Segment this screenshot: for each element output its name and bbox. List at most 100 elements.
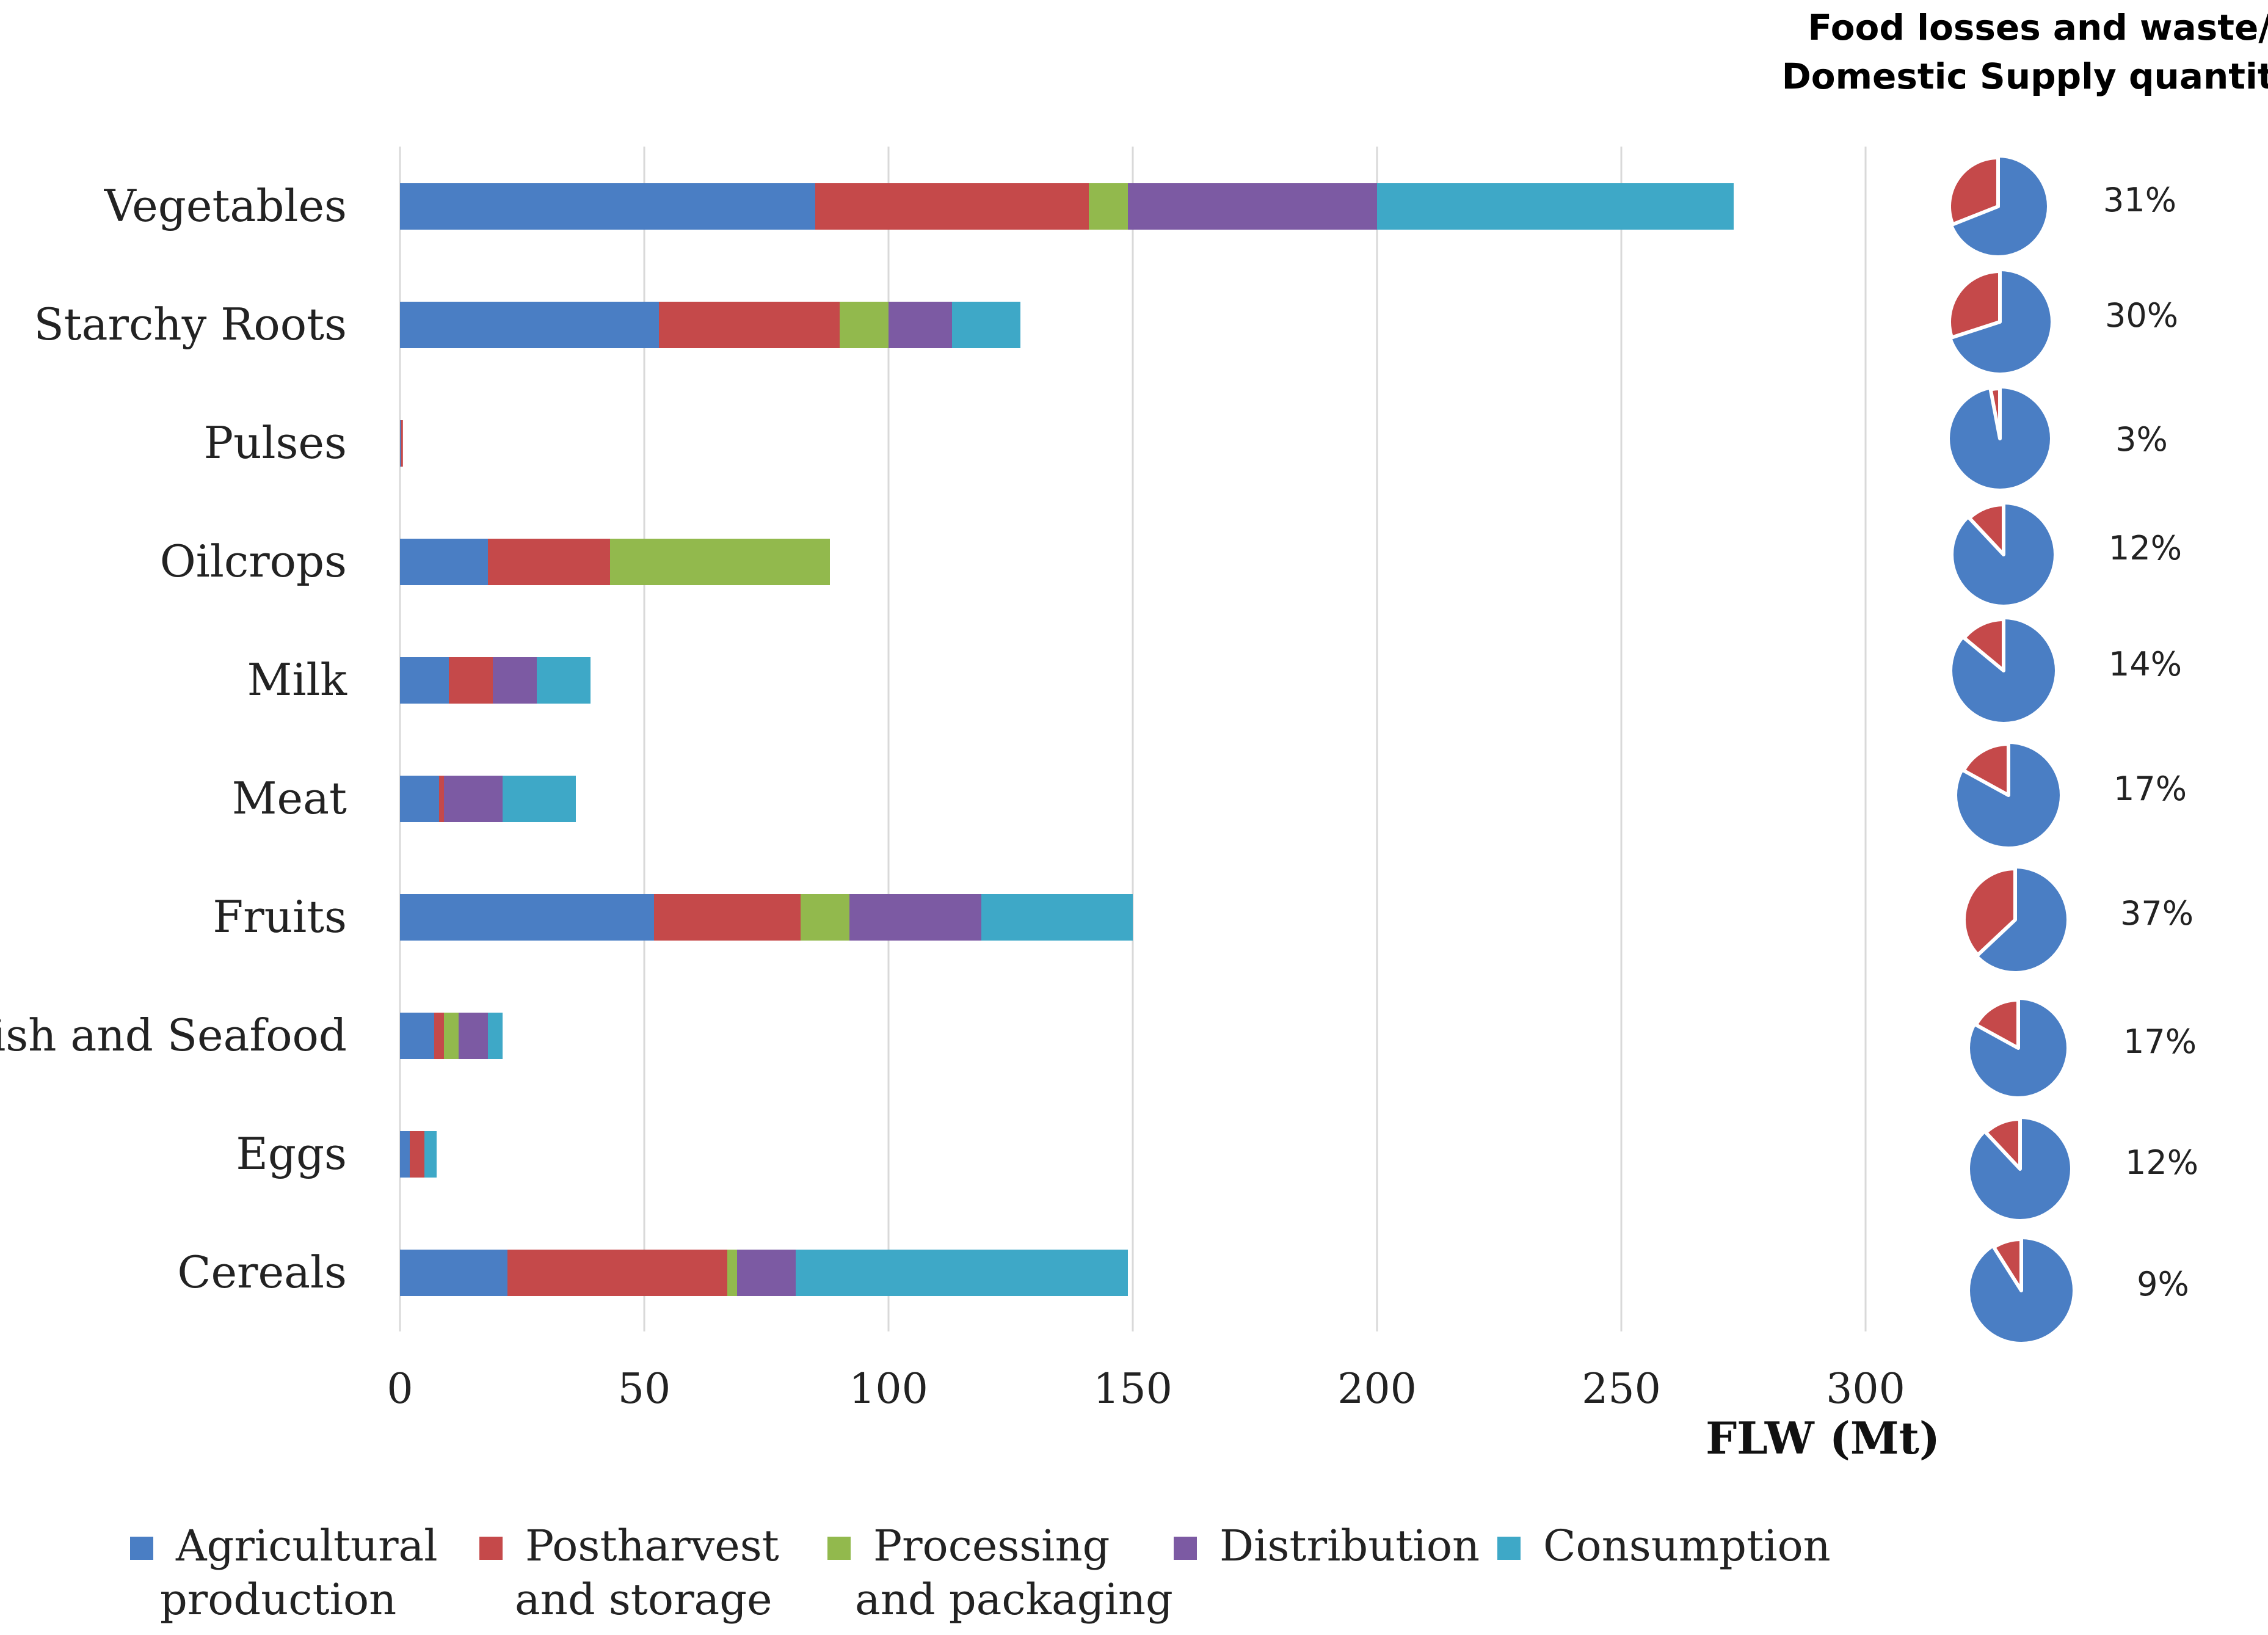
category-label-starchy-roots: Starchy Roots <box>34 299 347 350</box>
bar-fish-and-seafood-distribution <box>459 1013 488 1059</box>
bar-pulses-postharvest-and-storage <box>401 420 403 467</box>
bar-meat-distribution <box>444 776 503 822</box>
category-label-eggs: Eggs <box>236 1128 347 1179</box>
bar-starchy-roots-postharvest-and-storage <box>659 302 840 348</box>
pie-column-title: Food losses and waste/ Domestic Supply q… <box>1782 7 2268 97</box>
pie-pct-milk: 14% <box>2109 645 2182 683</box>
pie-loss-cereals <box>1991 1237 2023 1292</box>
pie-fish-and-seafood <box>1970 998 2066 1096</box>
bar-milk-agricultural-production <box>400 657 449 704</box>
bar-vegetables-agricultural-production <box>400 183 815 230</box>
legend-label-postharvest-and-storage-line-1: Postharvest <box>525 1521 779 1571</box>
pie-pct-vegetables: 31% <box>2103 181 2176 219</box>
bar-fish-and-seafood-processing-and-packaging <box>444 1013 459 1059</box>
pie-oilcrops <box>1954 503 2054 605</box>
bar-fruits-postharvest-and-storage <box>654 894 801 941</box>
x-tick-250: 250 <box>1582 1365 1661 1413</box>
bar-cereals-distribution <box>737 1250 796 1296</box>
bar-milk-consumption <box>537 657 591 704</box>
legend-item-distribution: Distribution <box>1174 1521 1480 1571</box>
pie-pct-cereals: 9% <box>2137 1265 2189 1303</box>
category-label-cereals: Cereals <box>177 1247 347 1298</box>
category-label-oilcrops: Oilcrops <box>160 536 347 587</box>
bar-milk-distribution <box>493 657 537 704</box>
pie-pct-fruits: 37% <box>2120 894 2193 933</box>
x-tick-100: 100 <box>849 1365 928 1413</box>
pie-milk <box>1952 617 2055 722</box>
pie-loss-oilcrops <box>1967 503 2005 556</box>
bar-fish-and-seafood-postharvest-and-storage <box>434 1013 444 1059</box>
legend-swatch-distribution <box>1174 1537 1197 1560</box>
bar-cereals-agricultural-production <box>400 1250 507 1296</box>
pie-starchy-roots <box>1947 269 2051 373</box>
bar-starchy-roots-processing-and-packaging <box>840 302 889 348</box>
legend-item-consumption: Consumption <box>1497 1521 1831 1571</box>
pie-pct-oilcrops: 12% <box>2109 529 2182 567</box>
bar-vegetables-distribution <box>1128 183 1377 230</box>
category-labels: Vegetables Starchy Roots Pulses Oilcrops Mil… <box>0 180 347 1298</box>
legend-swatch-postharvest-and-storage <box>479 1537 503 1560</box>
pie-cereals <box>1970 1237 2073 1342</box>
category-label-fruits: Fruits <box>213 891 347 942</box>
pie-fruits <box>1962 867 2066 971</box>
bar-milk-postharvest-and-storage <box>449 657 493 704</box>
bar-starchy-roots-consumption <box>952 302 1020 348</box>
bar-fish-and-seafood-agricultural-production <box>400 1013 434 1059</box>
x-axis-title: FLW (Mt) <box>1706 1412 1940 1464</box>
legend-label-consumption-line-1: Consumption <box>1543 1521 1831 1571</box>
pie-loss-starchy-roots <box>1947 269 2002 340</box>
bar-vegetables-consumption <box>1377 183 1734 230</box>
category-label-meat: Meat <box>232 773 347 824</box>
bar-fruits-consumption <box>981 894 1133 941</box>
bar-cereals-consumption <box>796 1250 1128 1296</box>
x-tick-200: 200 <box>1337 1365 1417 1413</box>
legend-label-processing-and-packaging-line-2: and packaging <box>855 1575 1173 1625</box>
bar-oilcrops-processing-and-packaging <box>610 539 830 585</box>
legend-label-postharvest-and-storage-line-2: and storage <box>515 1575 772 1625</box>
legend-swatch-processing-and-packaging <box>827 1537 851 1560</box>
legend-label-agricultural-production-line-1: Agricultural <box>175 1521 438 1571</box>
x-tick-300: 300 <box>1826 1365 1905 1413</box>
bar-fruits-distribution <box>849 894 981 941</box>
legend-label-distribution-line-1: Distribution <box>1219 1521 1480 1571</box>
category-label-vegetables: Vegetables <box>104 180 347 231</box>
bars <box>400 183 1734 1296</box>
bar-starchy-roots-agricultural-production <box>400 302 659 348</box>
pie-loss-meat <box>1961 742 2010 797</box>
bar-pulses-agricultural-production <box>400 420 401 467</box>
bar-meat-consumption <box>503 776 576 822</box>
bar-eggs-agricultural-production <box>400 1131 410 1178</box>
legend-swatch-agricultural-production <box>130 1537 153 1560</box>
bar-fruits-processing-and-packaging <box>801 894 849 941</box>
pie-pct-pulses: 3% <box>2115 420 2168 459</box>
pie-pct-meat: 17% <box>2114 770 2187 808</box>
pie-loss-vegetables <box>1947 156 2000 227</box>
bar-eggs-consumption <box>424 1131 437 1178</box>
x-tick-50: 50 <box>618 1365 671 1413</box>
category-label-milk: Milk <box>247 654 348 705</box>
pie-loss-fish-and-seafood <box>1974 998 2020 1050</box>
bar-fish-and-seafood-consumption <box>488 1013 503 1059</box>
bar-oilcrops-postharvest-and-storage <box>488 539 610 585</box>
pie-loss-eggs <box>1983 1117 2022 1171</box>
bar-vegetables-postharvest-and-storage <box>815 183 1089 230</box>
pie-title-line-2: Domestic Supply quantity <box>1782 56 2268 97</box>
pie-pulses <box>1950 387 2050 489</box>
pie-pct-fish-and-seafood: 17% <box>2123 1022 2197 1061</box>
pie-vegetables <box>1947 156 2047 255</box>
pie-pct-eggs: 12% <box>2125 1143 2198 1182</box>
category-label-fish-and-seafood: Fish and Seafood <box>0 1010 347 1061</box>
bar-vegetables-processing-and-packaging <box>1089 183 1128 230</box>
category-label-pulses: Pulses <box>204 417 347 468</box>
bar-starchy-roots-distribution <box>889 302 952 348</box>
x-tick-labels: 0 50 100 150 200 250 300 <box>387 1365 1905 1413</box>
pie-loss-fruits <box>1962 867 2017 957</box>
bar-meat-agricultural-production <box>400 776 439 822</box>
pies: 31% 30% 3% 12% 14% 17% 37% 17% 12% 9% <box>1947 156 2198 1342</box>
legend-swatch-consumption <box>1497 1537 1521 1560</box>
legend-label-processing-and-packaging-line-1: Processing <box>873 1521 1110 1571</box>
pie-eggs <box>1970 1117 2070 1219</box>
